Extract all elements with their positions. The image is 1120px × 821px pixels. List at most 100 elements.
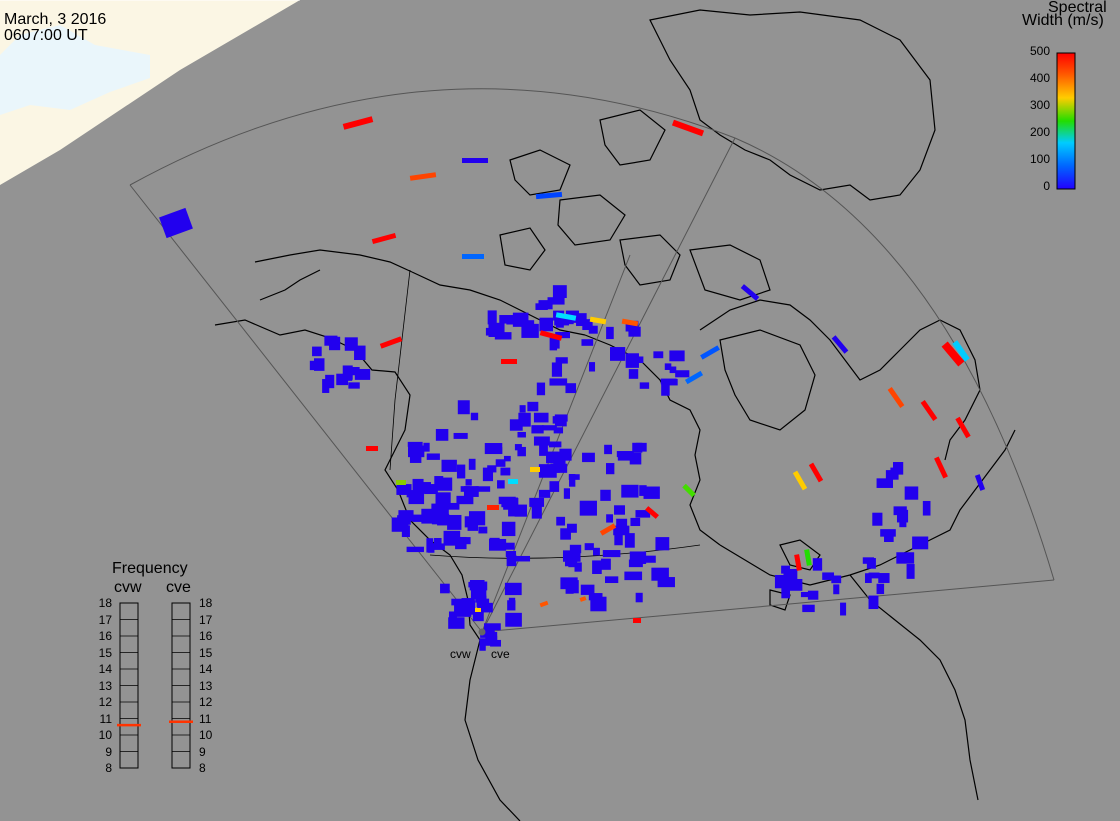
echo-cell — [624, 533, 635, 548]
echo-cell — [348, 382, 360, 389]
echo-cell — [518, 412, 531, 427]
echo-cell — [501, 359, 517, 364]
echo-cell — [354, 369, 371, 380]
frequency-radar-cvw: cvw — [114, 579, 142, 596]
frequency-scale-label: 11 — [99, 711, 112, 726]
echo-cell — [625, 320, 639, 332]
echo-cell — [588, 362, 596, 372]
echo-cell — [808, 462, 824, 483]
echo-cell — [885, 470, 899, 480]
echo-cell — [555, 331, 570, 339]
echo-cell — [533, 412, 549, 423]
echo-cell — [442, 502, 460, 510]
echo-cell — [351, 366, 360, 376]
echo-cell — [472, 609, 484, 622]
frequency-scale-label: 12 — [199, 695, 213, 709]
echo-cell — [342, 116, 374, 130]
echo-cell — [456, 464, 466, 479]
echo-cell — [592, 560, 602, 575]
echo-cell — [539, 330, 563, 341]
echo-cell — [804, 549, 812, 566]
echo-cell — [447, 514, 462, 530]
echo-cell — [466, 600, 476, 615]
radar-label-cve: cve — [491, 647, 510, 661]
radar-site-marker — [478, 628, 486, 636]
echo-cell — [546, 451, 559, 464]
echo-cell — [560, 577, 578, 590]
echo-cell — [497, 480, 505, 489]
echo-cell — [552, 416, 560, 424]
echo-cell — [487, 505, 499, 510]
echo-cell — [366, 446, 378, 451]
frequency-scale-label: 11 — [199, 711, 212, 726]
echo-cell — [682, 483, 696, 498]
echo-cell — [535, 191, 563, 200]
echo-cell — [539, 317, 553, 332]
echo-cell — [630, 517, 641, 527]
echo-cell — [588, 325, 598, 334]
echo-cell — [465, 479, 472, 486]
coastlines — [214, 9, 1016, 821]
echo-cell — [409, 172, 437, 181]
echo-cell — [519, 405, 526, 413]
echo-cell — [868, 572, 880, 579]
echo-cell — [309, 360, 316, 371]
echo-cell — [503, 455, 511, 462]
echo-cell — [549, 336, 558, 351]
echo-cell — [434, 537, 442, 549]
echo-cell — [508, 506, 522, 517]
frequency-scale-label: 16 — [98, 629, 112, 643]
echo-cell — [621, 484, 639, 498]
echo-cell — [470, 587, 487, 600]
echo-cell — [504, 582, 522, 596]
echo-cell — [600, 558, 611, 570]
echo-cell — [792, 470, 808, 491]
echo-cell — [589, 316, 607, 325]
frequency-scale-label: 12 — [98, 695, 112, 709]
echo-cell — [354, 345, 366, 361]
echo-cell — [582, 452, 595, 463]
echo-cell — [409, 453, 422, 463]
frequency-scale-cve — [169, 602, 193, 769]
echo-cell — [604, 576, 619, 584]
echo-cell — [396, 480, 406, 485]
echo-cell — [671, 119, 705, 137]
echo-cell — [664, 363, 672, 370]
echo-cell — [635, 592, 643, 603]
echo-cell — [555, 459, 566, 469]
echo-cell — [639, 485, 647, 496]
echo-cell — [448, 617, 465, 629]
echo-cell — [565, 315, 574, 325]
echo-cell — [483, 623, 501, 631]
echo-cell — [478, 526, 488, 534]
echo-cell — [551, 362, 563, 377]
time-label: 0607:00 UT — [4, 27, 88, 44]
echo-cell — [887, 387, 905, 408]
echo-cell — [500, 467, 511, 476]
echo-cell — [955, 416, 971, 439]
echo-cell — [934, 456, 948, 479]
echo-cell — [590, 596, 607, 612]
echo-cell — [605, 463, 615, 475]
daylight-region — [0, 0, 300, 185]
echo-cell — [460, 486, 470, 492]
echo-cell — [602, 550, 621, 558]
echo-cell — [336, 373, 349, 386]
echo-cell — [952, 340, 970, 362]
echo-cell — [487, 310, 497, 325]
echo-cell — [635, 442, 647, 452]
echo-cell — [547, 297, 565, 305]
echo-cell — [555, 312, 577, 321]
echo-cell — [434, 476, 444, 490]
echo-cell — [840, 602, 847, 616]
echo-cell — [325, 374, 335, 389]
echo-cell — [435, 428, 449, 441]
echo-cell — [781, 565, 790, 574]
echo-cell — [407, 441, 423, 447]
frequency-radar-cve: cve — [166, 579, 191, 596]
echo-cell — [862, 557, 875, 564]
frequency-scale-label: 9 — [105, 744, 112, 759]
frequency-scale-label: 8 — [199, 761, 206, 775]
echo-cell — [159, 207, 193, 239]
echo-cell — [613, 525, 630, 536]
